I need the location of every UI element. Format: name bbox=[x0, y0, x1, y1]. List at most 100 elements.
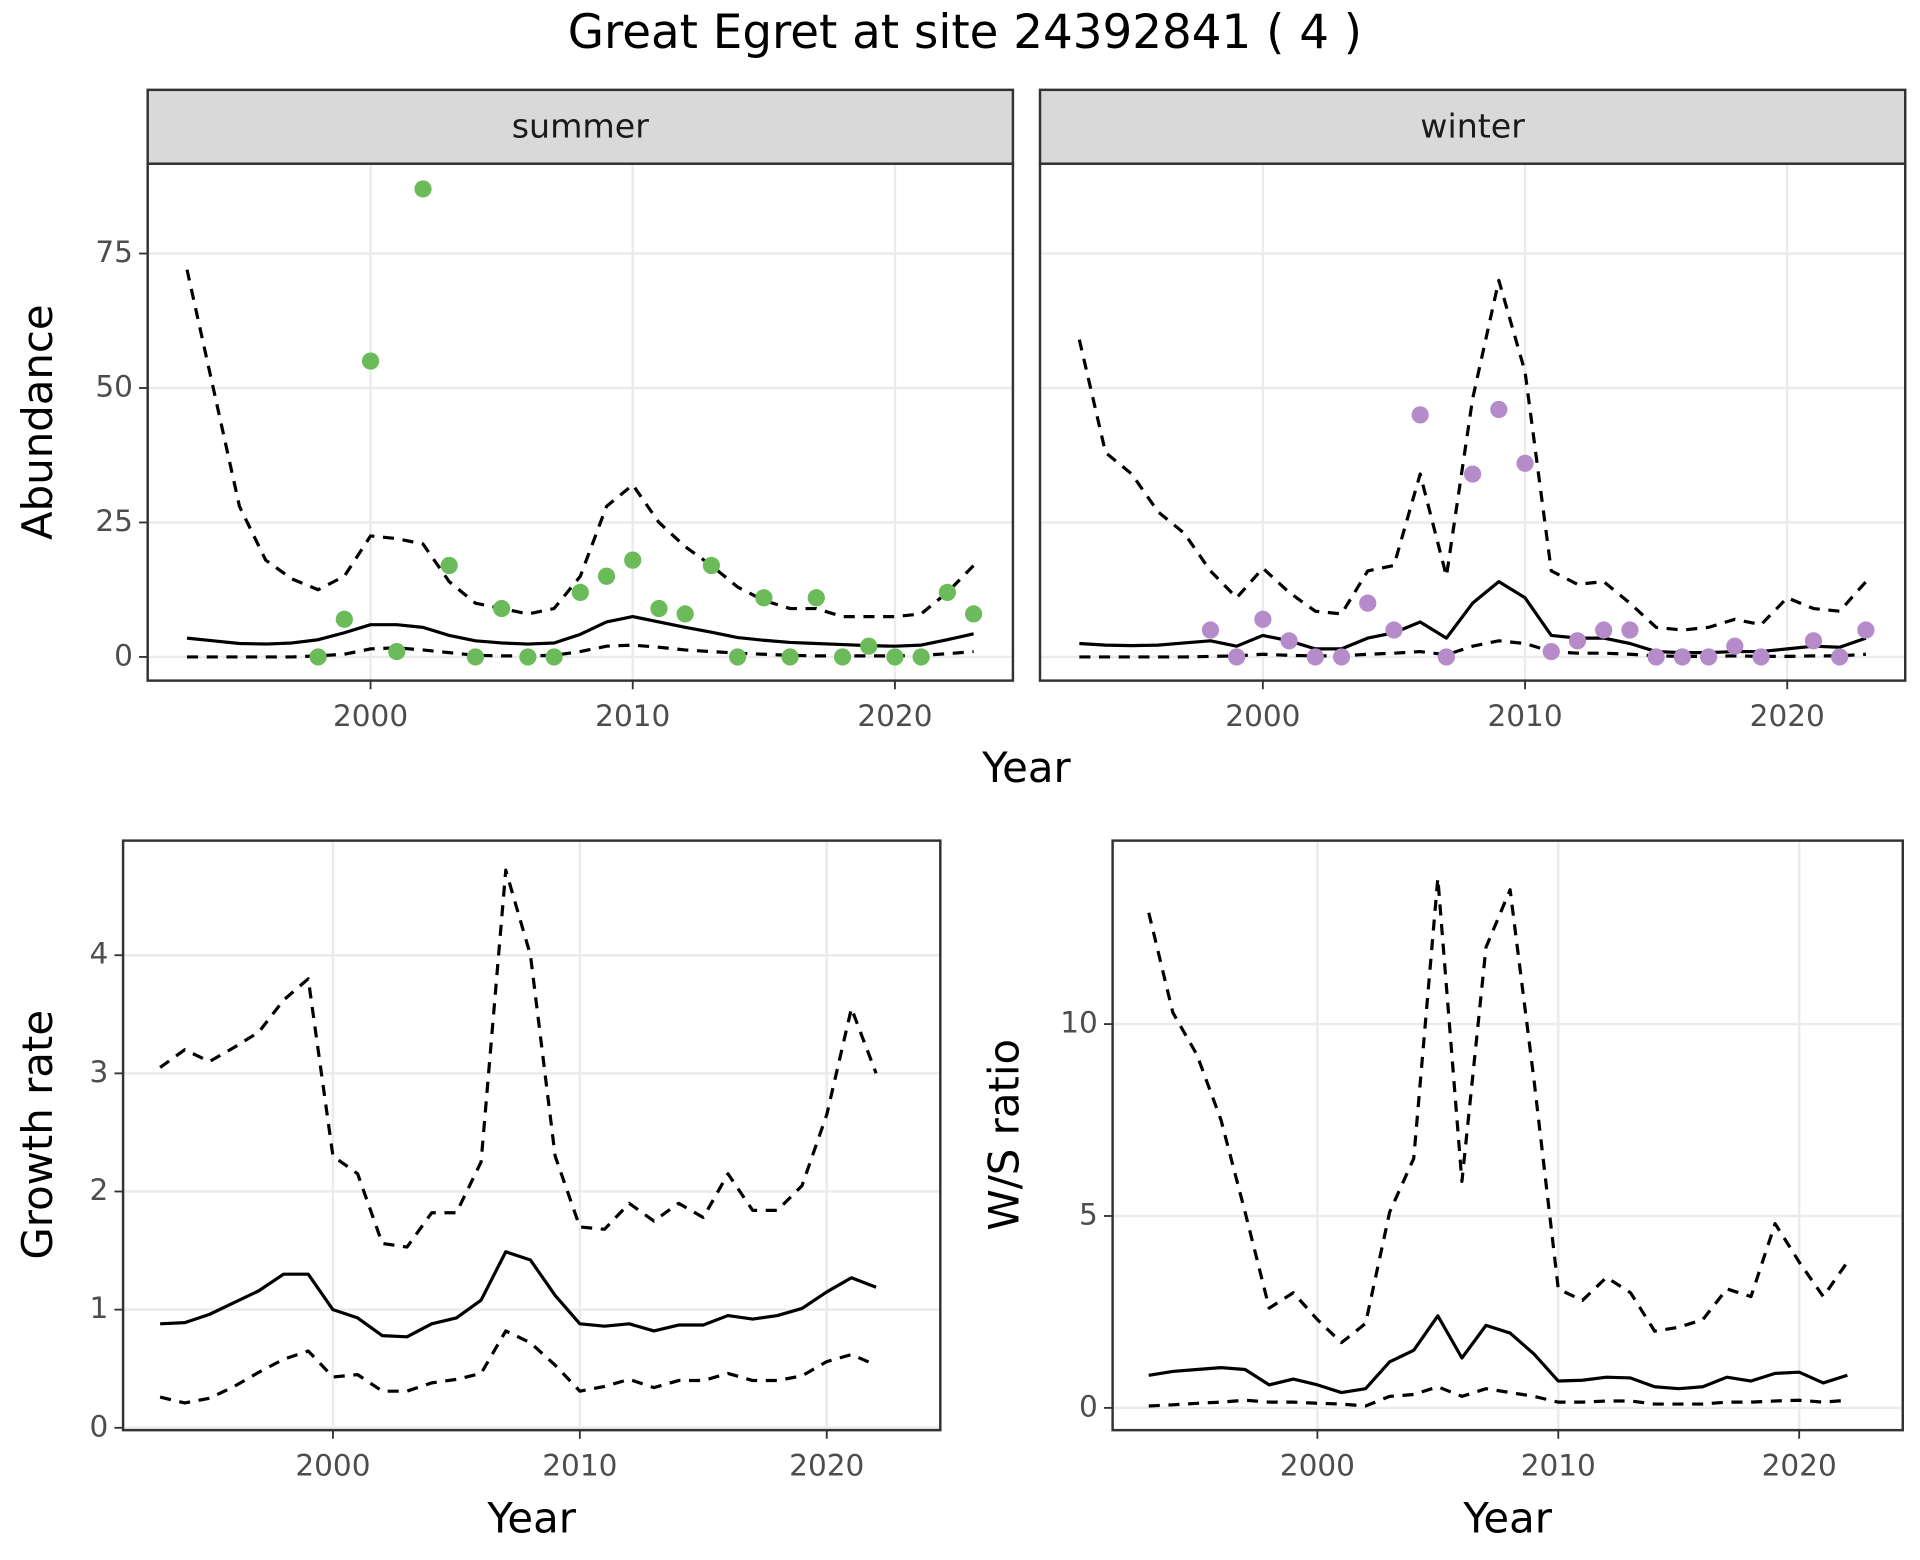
interval-line bbox=[1079, 639, 1867, 659]
x-tick-label: 2000 bbox=[333, 699, 408, 733]
interval-line bbox=[159, 1329, 877, 1405]
figure-title: Great Egret at site 24392841 ( 4 ) bbox=[568, 6, 1362, 60]
plot-area bbox=[1077, 278, 1875, 666]
data-point bbox=[519, 648, 537, 666]
plot-area bbox=[185, 180, 983, 666]
data-point bbox=[1673, 648, 1691, 666]
data-point bbox=[466, 648, 485, 666]
data-point bbox=[729, 648, 747, 666]
data-point bbox=[676, 605, 694, 623]
data-point bbox=[755, 589, 773, 607]
x-tick-label: 2010 bbox=[1487, 699, 1562, 733]
y-tick-label: 2 bbox=[90, 1173, 109, 1207]
panel-background bbox=[147, 163, 1013, 681]
panel: 2000 2010 2020 0 25 50 75 summer Year Abundance bbox=[13, 88, 1072, 792]
data-point bbox=[388, 642, 406, 661]
data-point bbox=[1254, 610, 1272, 628]
data-point bbox=[912, 648, 930, 666]
panel: 2000 2010 2020 0 1 2 3 4 Year Growth rate bbox=[13, 839, 942, 1543]
data-point bbox=[1516, 454, 1534, 472]
x-axis-title: Year bbox=[486, 1494, 576, 1543]
data-point bbox=[1437, 648, 1456, 666]
data-point bbox=[1228, 648, 1246, 666]
data-point bbox=[335, 610, 353, 628]
panel-background bbox=[123, 840, 941, 1431]
y-tick-label: 10 bbox=[1060, 1006, 1098, 1040]
data-point bbox=[1699, 648, 1718, 666]
data-point bbox=[1490, 400, 1508, 419]
panel-background bbox=[1040, 163, 1906, 681]
data-point bbox=[1201, 621, 1220, 639]
data-point bbox=[1647, 648, 1665, 666]
panel-border bbox=[1111, 839, 1905, 1432]
y-tick-label: 5 bbox=[1079, 1197, 1098, 1231]
facet-label: summer bbox=[512, 106, 650, 145]
data-point bbox=[833, 648, 852, 666]
data-point bbox=[1595, 621, 1613, 639]
y-tick-label: 25 bbox=[95, 504, 133, 538]
data-point bbox=[964, 605, 983, 623]
panel: 2000 2010 2020 winter bbox=[1038, 88, 1907, 733]
plot-area bbox=[159, 868, 878, 1405]
x-tick-label: 2020 bbox=[857, 699, 932, 733]
facet-strip bbox=[146, 88, 1015, 165]
data-point bbox=[1804, 632, 1823, 650]
y-tick-label: 3 bbox=[90, 1055, 109, 1089]
data-point bbox=[650, 599, 668, 618]
x-axis-title: Year bbox=[1462, 1494, 1552, 1543]
x-tick-label: 2000 bbox=[295, 1449, 370, 1483]
data-point bbox=[1726, 637, 1744, 655]
y-axis-title: W/S ratio bbox=[979, 1039, 1028, 1231]
y-axis-title: Abundance bbox=[13, 304, 62, 540]
y-tick-label: 0 bbox=[90, 1409, 109, 1443]
y-tick-label: 75 bbox=[95, 235, 133, 269]
data-point bbox=[597, 567, 616, 585]
data-point bbox=[1542, 642, 1560, 661]
data-point bbox=[309, 648, 327, 666]
interval-line bbox=[1077, 278, 1868, 632]
y-tick-label: 1 bbox=[90, 1291, 109, 1325]
data-point bbox=[624, 551, 642, 569]
data-point bbox=[938, 583, 956, 602]
interval-line bbox=[1148, 1385, 1848, 1408]
y-tick-label: 0 bbox=[1079, 1389, 1098, 1423]
data-point bbox=[860, 637, 878, 655]
data-point bbox=[1621, 621, 1639, 639]
x-tick-label: 2020 bbox=[1762, 1449, 1837, 1483]
data-point bbox=[886, 648, 904, 666]
x-tick-label: 2010 bbox=[542, 1449, 617, 1483]
data-point bbox=[1752, 648, 1770, 666]
data-point bbox=[807, 589, 825, 607]
x-tick-label: 2010 bbox=[595, 699, 670, 733]
mean-line bbox=[1148, 1314, 1848, 1395]
plot-area bbox=[1147, 876, 1849, 1408]
data-point bbox=[1831, 648, 1849, 666]
data-point bbox=[1857, 621, 1875, 639]
mean-line bbox=[160, 1250, 877, 1339]
x-tick-label: 2020 bbox=[1750, 699, 1825, 733]
x-tick-label: 2000 bbox=[1225, 699, 1300, 733]
data-point bbox=[545, 648, 563, 666]
data-point bbox=[440, 556, 458, 575]
interval-line bbox=[159, 868, 878, 1249]
y-axis-title: Growth rate bbox=[13, 1010, 62, 1260]
data-point bbox=[1332, 648, 1351, 666]
interval-line bbox=[1147, 876, 1849, 1345]
y-tick-label: 0 bbox=[114, 638, 133, 672]
data-point bbox=[1411, 406, 1429, 424]
data-point bbox=[702, 556, 721, 575]
x-tick-label: 2010 bbox=[1521, 1449, 1596, 1483]
panel-border bbox=[121, 839, 942, 1432]
data-point bbox=[414, 180, 432, 198]
x-tick-label: 2020 bbox=[789, 1449, 864, 1483]
interval-line bbox=[185, 269, 975, 619]
panel: 2000 2010 2020 0 5 10 Year W/S ratio bbox=[979, 839, 1905, 1543]
facet-strip bbox=[1038, 88, 1907, 165]
data-point bbox=[1385, 621, 1403, 639]
data-point bbox=[1280, 632, 1298, 650]
mean-line bbox=[186, 615, 974, 648]
x-axis-title: Year bbox=[981, 743, 1071, 792]
data-point bbox=[1359, 594, 1377, 612]
